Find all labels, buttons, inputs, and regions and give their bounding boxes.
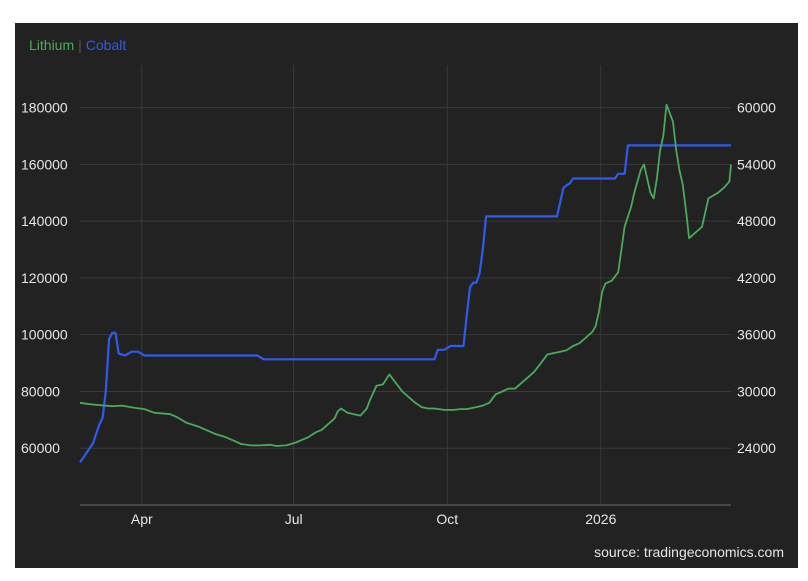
left-tick-label: 100000 [21, 327, 68, 343]
x-tick-label: 2026 [585, 511, 616, 527]
legend-item-cobalt[interactable]: Cobalt [85, 37, 127, 53]
x-axis-ticks: Apr Jul Oct 2026 [131, 511, 617, 527]
left-tick-label: 160000 [21, 156, 68, 172]
x-tick-label: Jul [285, 511, 303, 527]
x-tick-label: Apr [131, 511, 153, 527]
series-layer [79, 103, 732, 464]
right-tick-label: 42000 [737, 270, 776, 286]
x-tick-label: Oct [436, 511, 458, 527]
right-tick-label: 36000 [737, 327, 776, 343]
series-line-lithium[interactable] [79, 103, 732, 447]
right-tick-label: 48000 [737, 213, 776, 229]
grid [80, 65, 731, 505]
right-tick-label: 24000 [737, 440, 776, 456]
legend-separator: | [78, 37, 82, 53]
legend: Lithium | Cobalt [29, 37, 126, 53]
series-line-cobalt[interactable] [79, 144, 731, 464]
left-tick-label: 180000 [21, 100, 68, 116]
right-axis-ticks: 24000 30000 36000 42000 48000 54000 60000 [737, 100, 776, 457]
right-tick-label: 30000 [737, 383, 776, 399]
right-tick-label: 54000 [737, 156, 776, 172]
chart-panel: Lithium | Cobalt 60000 80000 100000 120000 140… [15, 23, 798, 568]
right-tick-label: 60000 [737, 100, 776, 116]
legend-item-lithium[interactable]: Lithium [29, 37, 75, 53]
left-axis-ticks: 60000 80000 100000 120000 140000 160000 180000 [21, 100, 68, 457]
left-tick-label: 60000 [21, 440, 60, 456]
line-chart: 60000 80000 100000 120000 140000 160000 180000… [21, 65, 776, 527]
left-tick-label: 120000 [21, 270, 68, 286]
source-credit[interactable]: source: tradingeconomics.com [594, 544, 784, 560]
left-tick-label: 140000 [21, 213, 68, 229]
left-tick-label: 80000 [21, 383, 60, 399]
